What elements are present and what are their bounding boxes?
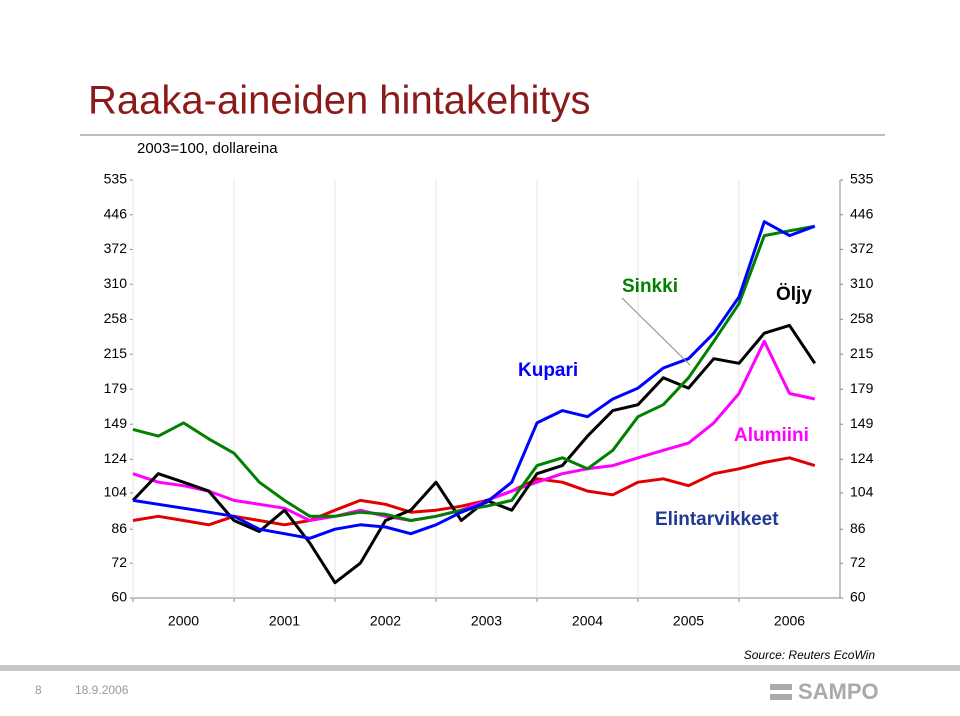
y2-tick-label: 372 xyxy=(850,240,874,256)
x-tick-label: 2005 xyxy=(673,613,704,629)
y-tick-label: 124 xyxy=(104,450,128,466)
logo-text: SAMPO xyxy=(798,679,879,704)
y2-tick-label: 104 xyxy=(850,484,874,500)
x-tick-label: 2001 xyxy=(269,613,300,629)
y-tick-label: 104 xyxy=(104,484,128,500)
y2-tick-label: 310 xyxy=(850,275,874,291)
series-line xyxy=(132,456,816,527)
y2-tick-label: 446 xyxy=(850,205,874,221)
series-label: Alumiini xyxy=(734,425,809,446)
series-line xyxy=(132,339,816,522)
x-tick-label: 2002 xyxy=(370,613,401,629)
series-line xyxy=(132,220,816,540)
x-tick-label: 2000 xyxy=(168,613,199,629)
plot: 60 60 72 72 86 86 104 104 124 124 149 149 179 179 215 2… xyxy=(104,171,874,629)
y-tick-label: 72 xyxy=(111,554,127,570)
y2-tick-label: 60 xyxy=(850,589,866,605)
series-line xyxy=(132,224,816,522)
x-tick-label: 2003 xyxy=(471,613,502,629)
y-tick-label: 310 xyxy=(104,275,128,291)
x-tick-label: 2006 xyxy=(774,613,805,629)
chart-subtitle: 2003=100, dollareina xyxy=(137,140,278,157)
series-line xyxy=(131,323,817,585)
y-tick-label: 535 xyxy=(104,171,128,187)
y2-tick-label: 258 xyxy=(850,310,874,326)
y2-tick-label: 215 xyxy=(850,345,874,361)
y2-tick-label: 72 xyxy=(850,554,866,570)
footer-band xyxy=(0,665,960,671)
page-number: 8 xyxy=(35,683,42,697)
series-label: Öljy xyxy=(776,284,812,305)
y2-tick-label: 535 xyxy=(850,171,874,187)
y-tick-label: 179 xyxy=(104,380,128,396)
y-tick-label: 446 xyxy=(104,205,128,221)
y-tick-label: 60 xyxy=(111,589,127,605)
y2-tick-label: 124 xyxy=(850,450,874,466)
y2-tick-label: 149 xyxy=(850,415,874,431)
y-tick-label: 215 xyxy=(104,345,128,361)
series-label: Sinkki xyxy=(622,276,678,297)
logo: SAMPO xyxy=(770,679,879,704)
logo-mark xyxy=(770,684,792,700)
series-label: Elintarvikkeet xyxy=(655,509,779,530)
source: Source: Reuters EcoWin xyxy=(744,648,876,662)
x-tick-label: 2004 xyxy=(572,613,603,629)
y-tick-label: 149 xyxy=(104,415,128,431)
slide-title: Raaka-aineiden hintakehitys xyxy=(88,79,591,123)
leader-line xyxy=(621,297,691,366)
date: 18.9.2006 xyxy=(75,683,129,697)
y2-tick-label: 86 xyxy=(850,520,866,536)
y-tick-label: 372 xyxy=(104,240,128,256)
y-tick-label: 258 xyxy=(104,310,128,326)
series-label: Kupari xyxy=(518,360,578,381)
y-tick-label: 86 xyxy=(111,520,127,536)
y2-tick-label: 179 xyxy=(850,380,874,396)
